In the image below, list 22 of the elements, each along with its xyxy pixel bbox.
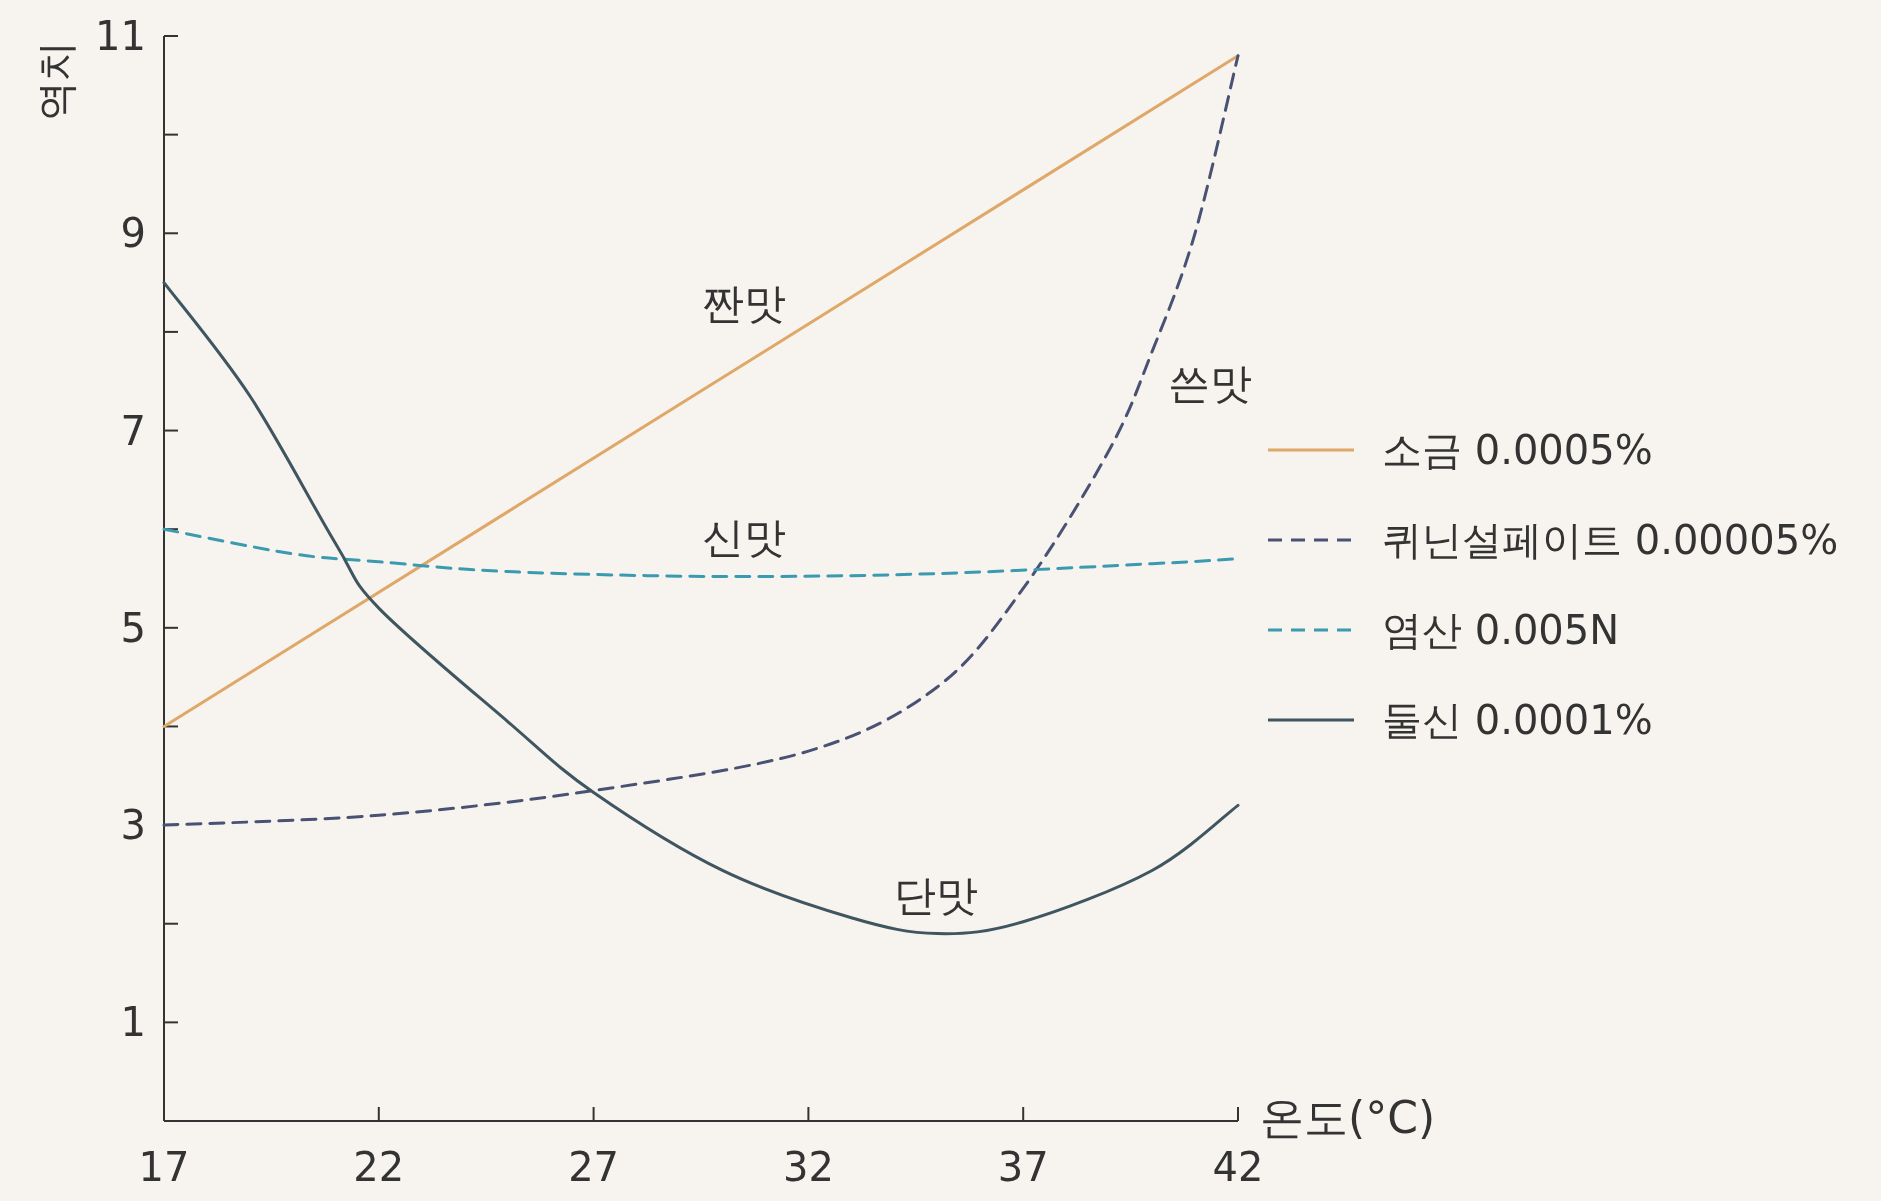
x-tick-label: 27	[568, 1144, 620, 1190]
annotation: 신맛	[702, 513, 786, 562]
y-tick-label: 3	[120, 802, 146, 849]
x-tick-label: 32	[782, 1144, 834, 1190]
y-tick-label: 9	[120, 210, 146, 257]
y-tick-label: 5	[120, 604, 146, 651]
x-tick-label: 42	[1212, 1144, 1264, 1190]
y-tick-label: 7	[120, 407, 146, 454]
x-tick-label: 17	[138, 1144, 190, 1190]
legend-label: 퀴닌설페이트 0.00005%	[1382, 517, 1839, 563]
x-tick-label: 37	[997, 1144, 1049, 1190]
x-axis-title: 온도(°C)	[1260, 1092, 1436, 1143]
y-tick-label: 1	[120, 999, 146, 1046]
legend-label: 둘신 0.0001%	[1382, 697, 1653, 743]
legend-label: 염산 0.005N	[1382, 607, 1620, 653]
y-tick-label: 11	[95, 13, 146, 59]
annotation: 짠맛	[702, 279, 786, 328]
annotation: 쓴맛	[1168, 359, 1252, 408]
y-axis-title: 역치	[33, 41, 79, 121]
annotation: 단맛	[894, 871, 978, 920]
legend-label: 소금 0.0005%	[1382, 427, 1653, 473]
x-tick-label: 22	[353, 1144, 405, 1190]
